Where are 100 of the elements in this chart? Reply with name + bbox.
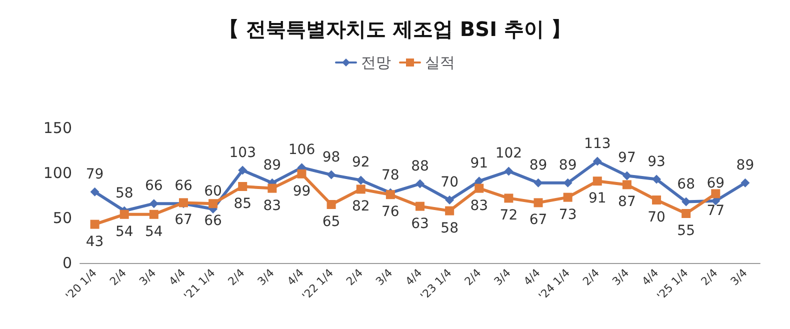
x-tick-label: 4/4	[166, 266, 188, 288]
point	[326, 170, 336, 180]
data-label: 89	[558, 157, 577, 174]
data-label: 69	[706, 175, 725, 192]
x-tick-label: 3/4	[255, 266, 277, 288]
data-label: 77	[706, 203, 725, 220]
point	[326, 200, 336, 209]
point	[149, 210, 158, 219]
data-label: 89	[736, 157, 754, 174]
point	[711, 189, 720, 198]
data-label: 99	[292, 183, 311, 200]
point	[504, 194, 514, 203]
point	[238, 182, 248, 191]
x-tick-label: 3/4	[728, 266, 750, 288]
data-label: 102	[495, 146, 522, 162]
data-label: 68	[677, 176, 695, 192]
point	[416, 202, 424, 211]
legend-label: 전망	[361, 54, 391, 72]
y-tick-label: 50	[52, 209, 72, 227]
data-label: 55	[677, 223, 695, 239]
data-label: 79	[86, 166, 104, 182]
data-label: 54	[115, 224, 134, 240]
y-tick-label: 150	[43, 119, 72, 137]
data-label: 83	[263, 198, 282, 214]
point	[592, 176, 602, 186]
data-label: 91	[470, 156, 488, 172]
data-label: 67	[174, 212, 192, 228]
x-tick-label: 2/4	[107, 266, 129, 288]
data-label: 67	[529, 212, 548, 228]
data-label: 66	[145, 178, 163, 194]
point	[208, 199, 218, 208]
data-label: 70	[440, 174, 458, 190]
point	[356, 176, 366, 185]
data-label: 72	[500, 208, 518, 224]
y-tick-label: 100	[43, 164, 72, 182]
x-tick-label: 4/4	[402, 266, 425, 288]
point	[120, 210, 129, 219]
point	[682, 209, 691, 218]
point	[297, 169, 306, 178]
point	[474, 184, 484, 193]
data-label: 63	[411, 216, 429, 232]
data-label: 91	[588, 190, 606, 207]
point	[504, 166, 514, 176]
data-label: 89	[263, 157, 282, 174]
data-label: 93	[648, 154, 666, 170]
point	[652, 196, 662, 204]
point	[622, 180, 632, 190]
data-label: 78	[382, 167, 400, 184]
data-label: 83	[470, 198, 488, 214]
data-label: 60	[204, 184, 222, 200]
point	[268, 184, 277, 193]
x-tick-label: 2/4	[462, 266, 484, 288]
data-label: 66	[204, 213, 222, 230]
legend-label: 실적	[425, 54, 455, 72]
x-tick-label: 4/4	[521, 266, 543, 288]
point	[416, 179, 424, 188]
data-label: 54	[145, 224, 163, 240]
x-tick-label: 2/4	[344, 266, 366, 288]
data-label: 106	[288, 142, 316, 158]
x-tick-label: 3/4	[492, 266, 514, 288]
point	[149, 199, 158, 208]
point	[90, 220, 100, 229]
x-tick-label: 3/4	[136, 266, 159, 288]
point	[563, 192, 572, 202]
point	[445, 196, 454, 204]
data-label: 43	[86, 234, 104, 250]
point	[592, 156, 602, 166]
data-label: 76	[382, 204, 400, 220]
x-tick-label: 2/4	[580, 266, 602, 288]
data-label: 89	[529, 157, 548, 174]
point	[90, 187, 100, 196]
x-tick-label: 3/4	[373, 266, 396, 288]
point	[445, 206, 454, 216]
chart-title: 【 전북특별자치도 제조업 BSI 추이 】	[219, 17, 571, 41]
data-label: 113	[584, 136, 611, 152]
x-tick-label: 4/4	[639, 266, 662, 288]
data-label: 73	[558, 206, 577, 223]
data-label: 58	[440, 220, 458, 236]
data-label: 65	[322, 214, 340, 230]
point	[238, 166, 248, 175]
y-tick-label: 0	[62, 254, 72, 272]
data-label: 87	[618, 194, 636, 210]
x-tick-label: 2/4	[226, 266, 248, 288]
data-label: 97	[618, 150, 636, 166]
data-label: 70	[648, 210, 666, 226]
point	[356, 184, 366, 194]
point	[652, 174, 662, 184]
data-label: 103	[229, 144, 256, 161]
data-label: 85	[234, 196, 252, 212]
data-label: 58	[115, 185, 134, 202]
data-label: 82	[352, 198, 370, 215]
x-tick-label: 3/4	[610, 266, 632, 288]
data-label: 98	[322, 149, 340, 166]
data-label: 92	[352, 154, 370, 171]
point	[740, 178, 750, 188]
x-tick-label: 2/4	[698, 266, 720, 288]
point	[534, 198, 543, 208]
data-label: 66	[174, 178, 192, 194]
point	[622, 171, 632, 180]
x-tick-label: 4/4	[284, 266, 306, 288]
